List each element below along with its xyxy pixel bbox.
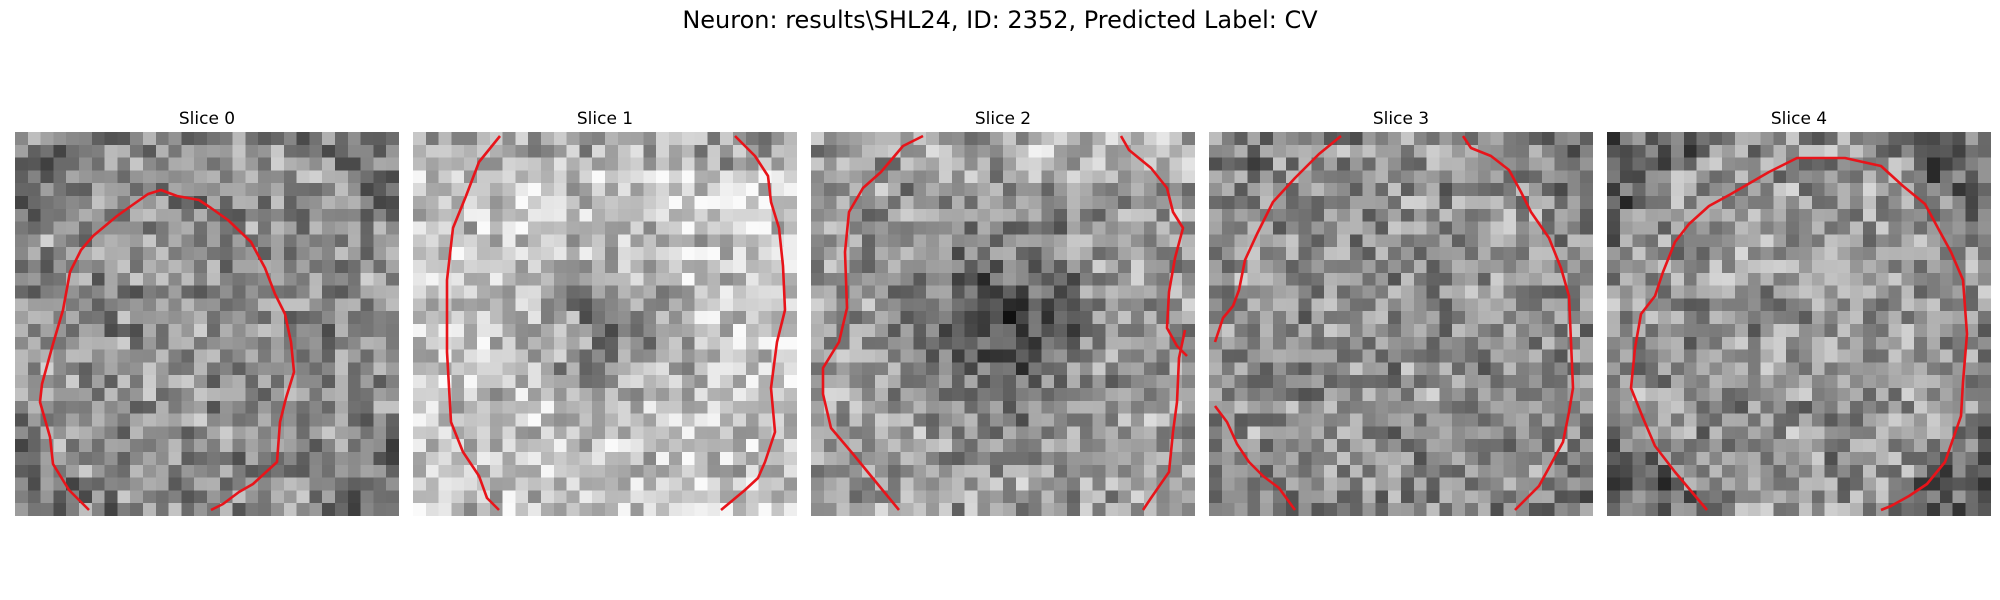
slice-panel-4: Slice 4 <box>1607 108 1991 516</box>
slice-panel-0: Slice 0 <box>15 108 399 516</box>
slice-panel-1: Slice 1 <box>413 108 797 516</box>
slice-title: Slice 2 <box>974 109 1032 129</box>
slice-title: Slice 1 <box>576 109 634 129</box>
slice-pixels <box>413 132 797 516</box>
slice-image-4 <box>1607 132 1991 516</box>
slice-image-2 <box>811 132 1195 516</box>
slice-pixels <box>811 132 1195 516</box>
cell-contour <box>445 135 787 511</box>
slice-image-3 <box>1209 132 1593 516</box>
slice-title: Slice 3 <box>1372 109 1430 129</box>
slice-image-1 <box>413 132 797 516</box>
slice-image-0 <box>15 132 399 516</box>
cell-contour <box>38 188 296 512</box>
slice-panel-3: Slice 3 <box>1209 108 1593 516</box>
figure-title: Neuron: results\SHL24, ID: 2352, Predict… <box>682 6 1318 34</box>
cell-contour <box>1213 134 1575 511</box>
cell-contour <box>1629 156 1969 512</box>
slice-pixels <box>1607 132 1991 516</box>
slice-title: Slice 4 <box>1770 109 1828 129</box>
slice-pixels <box>1209 132 1593 516</box>
cell-contour <box>821 134 1188 511</box>
slice-panel-2: Slice 2 <box>811 108 1195 516</box>
slice-title: Slice 0 <box>178 109 236 129</box>
slice-pixels <box>15 132 399 516</box>
